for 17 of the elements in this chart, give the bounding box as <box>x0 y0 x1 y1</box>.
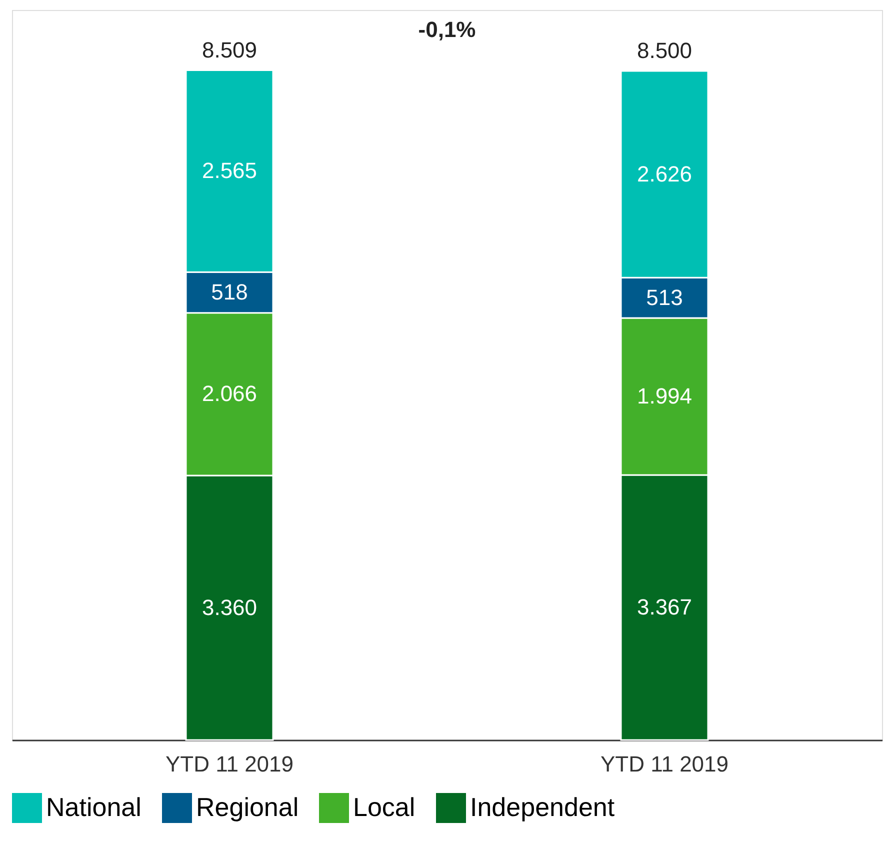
x-tick-label: YTD 11 2019 <box>600 752 729 776</box>
data-label: 518 <box>211 280 248 305</box>
legend-label: National <box>46 792 142 822</box>
legend-label: Independent <box>470 792 616 822</box>
data-label: 2.626 <box>636 161 692 186</box>
legend-label: Local <box>353 792 416 822</box>
total-label: 8.500 <box>636 38 692 63</box>
text: -0,1% <box>418 17 476 42</box>
total-label: 8.509 <box>202 37 258 62</box>
data-label: 1.994 <box>636 384 692 409</box>
legend-label: Regional <box>196 792 299 822</box>
data-label: 2.066 <box>202 381 258 406</box>
x-tick-label: YTD 11 2019 <box>165 752 294 776</box>
data-label: 513 <box>646 284 683 310</box>
data-label: 2.565 <box>202 158 258 184</box>
data-label: 3.360 <box>202 594 258 620</box>
data-label: 3.367 <box>636 594 692 620</box>
